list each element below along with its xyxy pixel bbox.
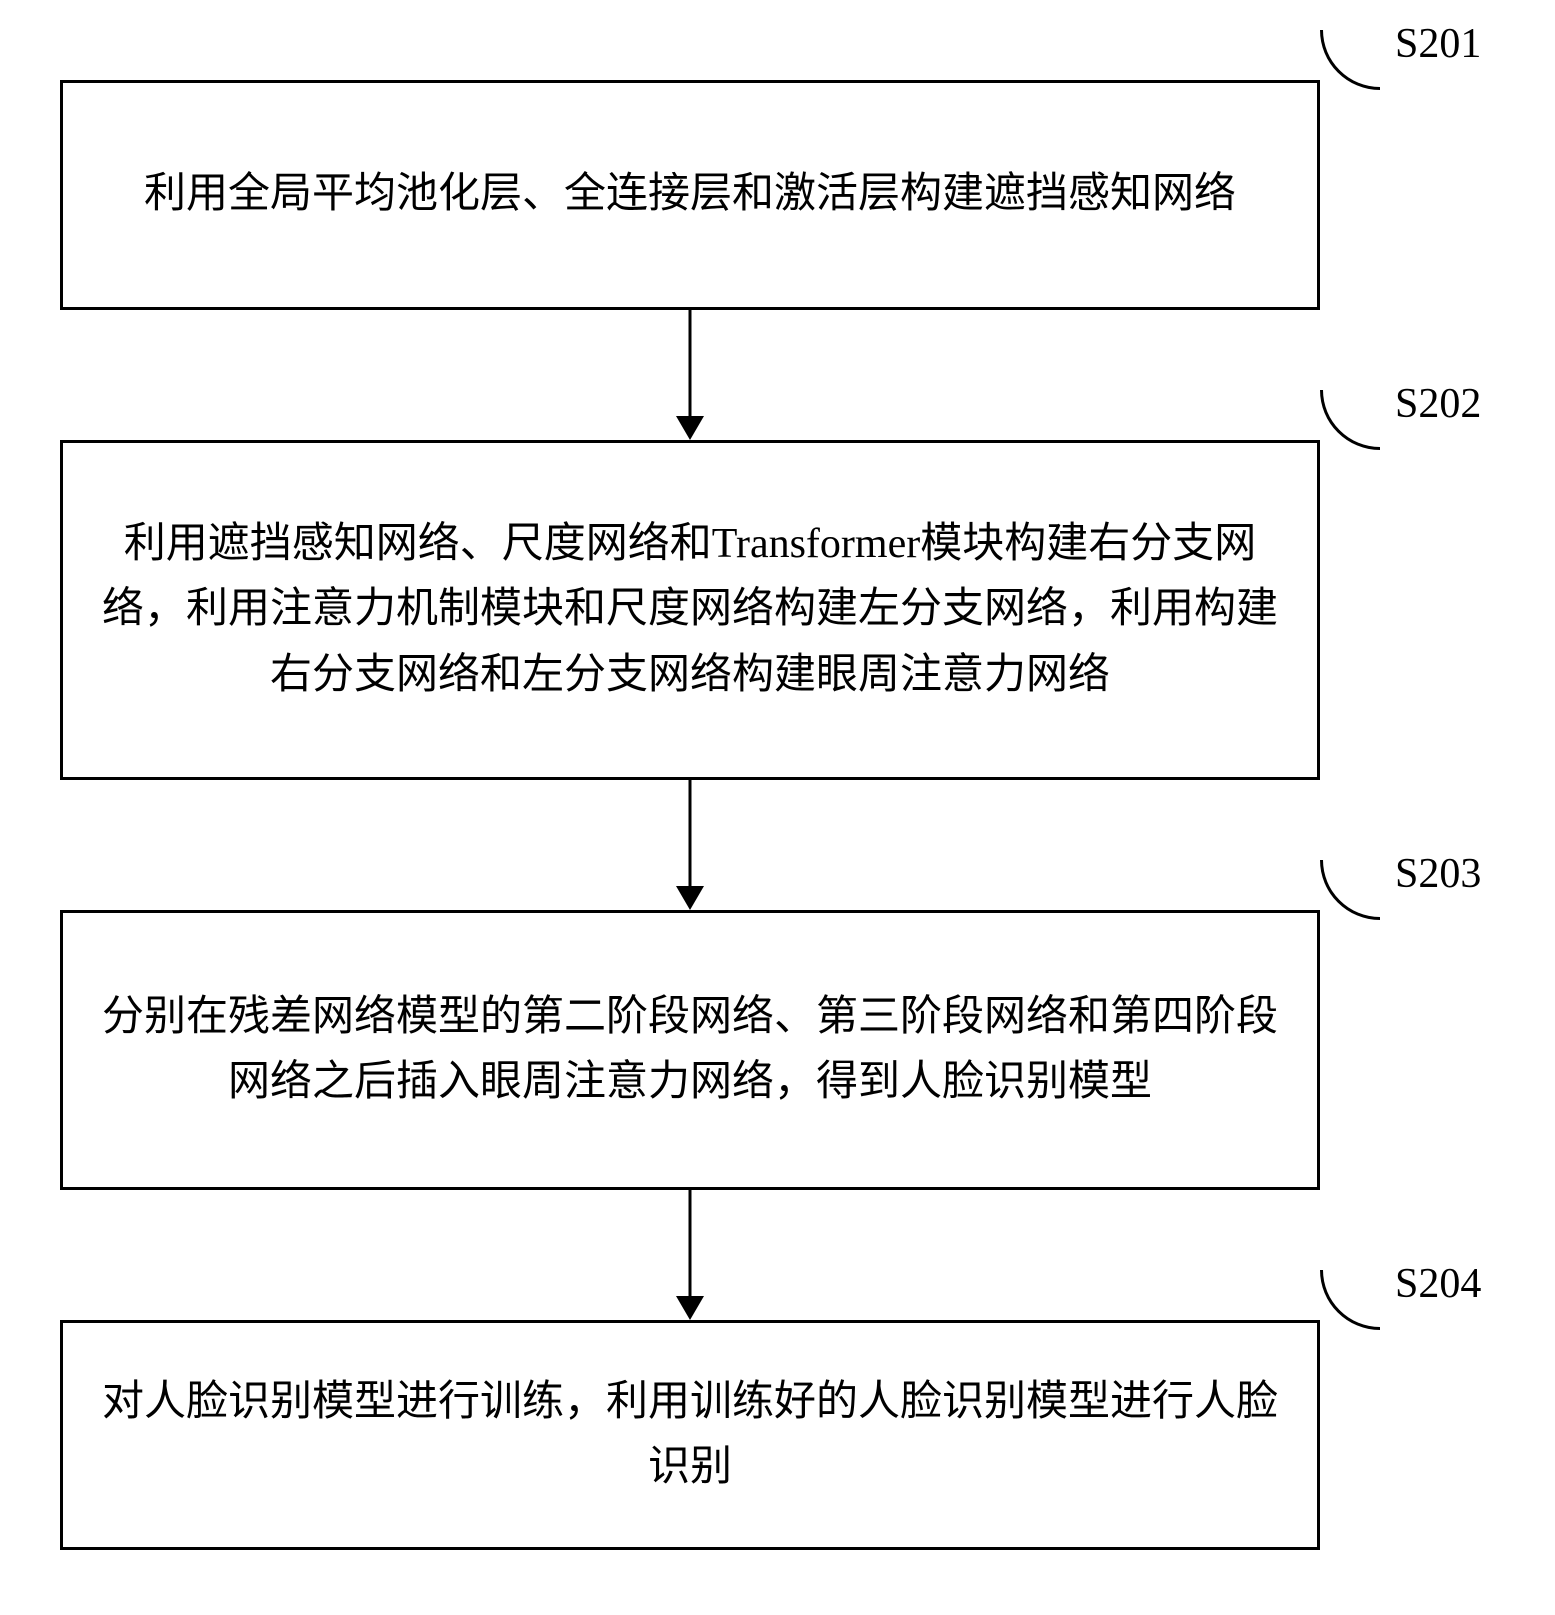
step-box-s201: 利用全局平均池化层、全连接层和激活层构建遮挡感知网络 — [60, 80, 1320, 310]
step-box-s202: 利用遮挡感知网络、尺度网络和Transformer模块构建右分支网络，利用注意力… — [60, 440, 1320, 780]
step-label-connector — [1320, 1270, 1380, 1330]
step-label-s204: S204 — [1395, 1260, 1481, 1308]
arrow-down — [660, 310, 720, 440]
arrow-down — [660, 1190, 720, 1320]
step-label-s202: S202 — [1395, 380, 1481, 428]
step-text: 利用遮挡感知网络、尺度网络和Transformer模块构建右分支网络，利用注意力… — [93, 512, 1287, 707]
step-label-s203: S203 — [1395, 850, 1481, 898]
step-label-s201: S201 — [1395, 20, 1481, 68]
flowchart-canvas: 利用全局平均池化层、全连接层和激活层构建遮挡感知网络 S201 利用遮挡感知网络、尺… — [0, 0, 1555, 1615]
step-label-connector — [1320, 30, 1380, 90]
step-text: 对人脸识别模型进行训练，利用训练好的人脸识别模型进行人脸识别 — [93, 1370, 1287, 1500]
step-text: 分别在残差网络模型的第二阶段网络、第三阶段网络和第四阶段网络之后插入眼周注意力网… — [93, 985, 1287, 1115]
step-box-s203: 分别在残差网络模型的第二阶段网络、第三阶段网络和第四阶段网络之后插入眼周注意力网… — [60, 910, 1320, 1190]
step-label-connector — [1320, 390, 1380, 450]
step-text: 利用全局平均池化层、全连接层和激活层构建遮挡感知网络 — [144, 162, 1236, 227]
step-box-s204: 对人脸识别模型进行训练，利用训练好的人脸识别模型进行人脸识别 — [60, 1320, 1320, 1550]
arrow-down — [660, 780, 720, 910]
step-label-connector — [1320, 860, 1380, 920]
